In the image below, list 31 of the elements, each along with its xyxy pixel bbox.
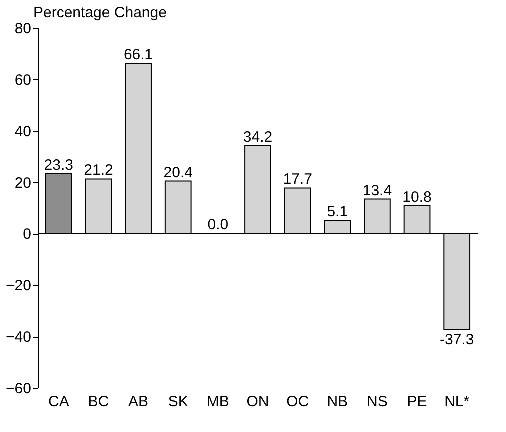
y-tick-label: −20: [6, 278, 32, 295]
y-tick-label: −60: [6, 380, 32, 398]
y-tick-label: 0: [23, 226, 32, 244]
x-tick-label: CA: [48, 394, 70, 410]
x-tick-label: OC: [286, 394, 310, 410]
data-label: 34.2: [243, 128, 273, 146]
data-label: 0.0: [208, 216, 229, 234]
data-label: 17.7: [283, 171, 312, 188]
x-tick-label: BC: [88, 394, 110, 410]
data-label: 21.2: [84, 162, 114, 180]
data-label: 13.4: [362, 182, 392, 200]
data-label: 10.8: [402, 188, 432, 206]
x-tick-label: SK: [168, 394, 188, 410]
x-tick-label: PE: [407, 394, 428, 410]
x-tick-label: NS: [367, 394, 388, 410]
data-label: -37.3: [440, 332, 474, 349]
y-axis-title: Percentage Change: [34, 4, 167, 22]
data-label: 5.1: [327, 204, 348, 221]
x-tick-label: AB: [128, 394, 149, 410]
x-tick-label: ON: [246, 394, 270, 410]
y-tick-label: 20: [14, 174, 32, 192]
y-tick-label: 60: [14, 72, 32, 89]
y-tick-label: 40: [14, 123, 32, 140]
x-tick-label: NB: [327, 394, 348, 410]
y-tick-label: 80: [14, 20, 32, 38]
x-tick-label: NL*: [444, 394, 470, 410]
y-tick-label: −40: [6, 329, 32, 346]
data-label: 23.3: [44, 156, 74, 174]
data-label: 20.4: [164, 164, 193, 182]
data-label: 66.1: [124, 46, 154, 64]
x-tick-label: MB: [206, 394, 230, 410]
